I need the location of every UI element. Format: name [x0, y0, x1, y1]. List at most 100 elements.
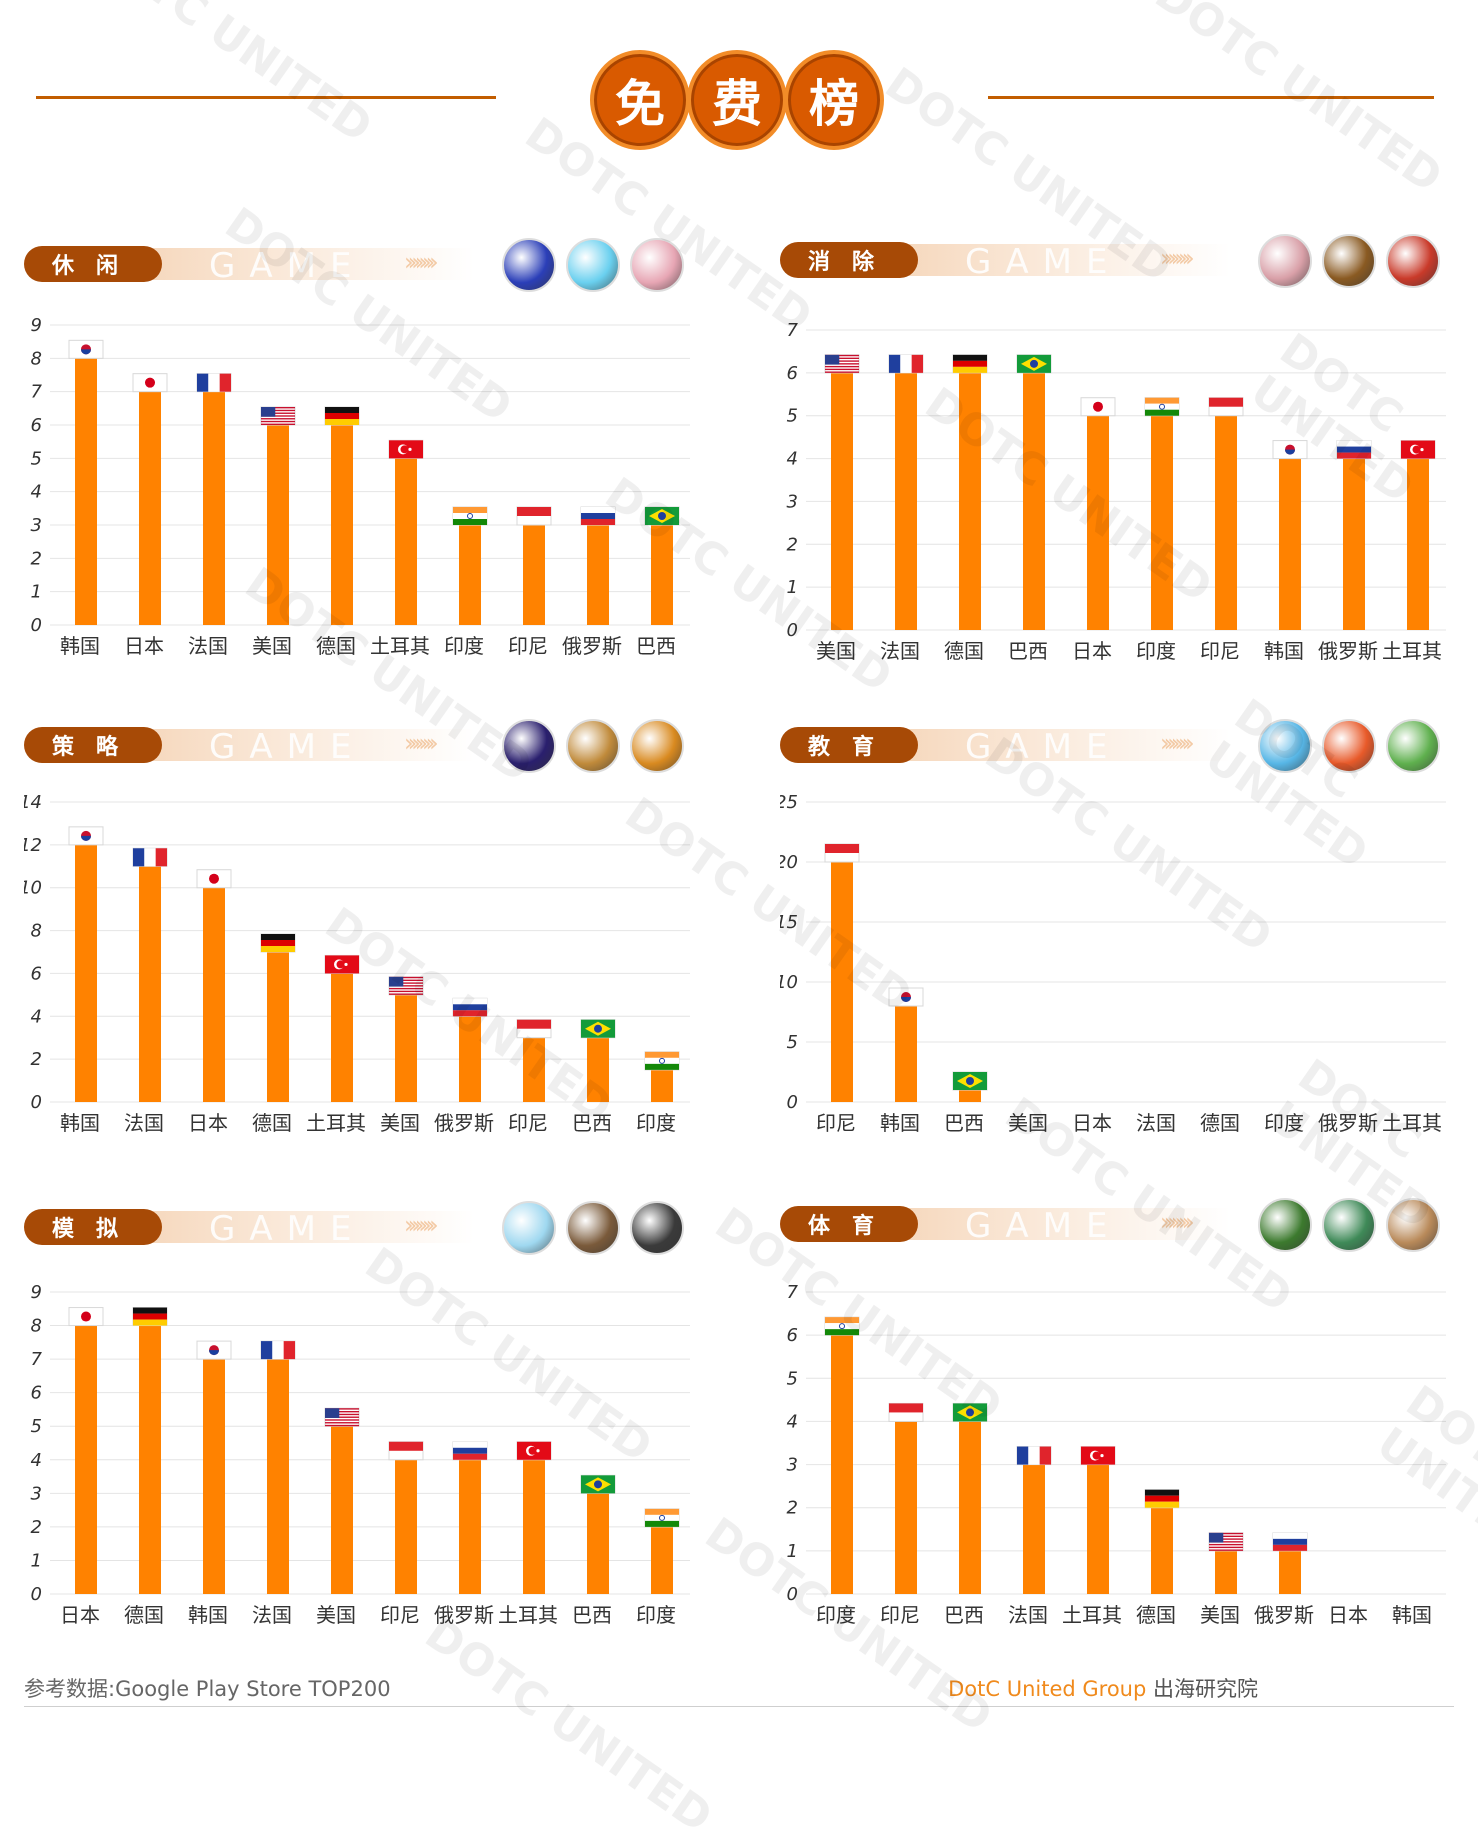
- bar-chart: 0 1 2 3 4 5 6 7 8 9 日本 德国 韩国 法国 美国 印尼 俄罗斯 土耳其 巴西 印度: [31, 1282, 690, 1627]
- bar-美国: [831, 372, 853, 630]
- flag-de-2: [952, 354, 988, 374]
- bar-美国: [267, 425, 289, 625]
- golf-app-icon[interactable]: [1322, 1198, 1376, 1252]
- flag-jp-4: [1080, 397, 1116, 417]
- x-tick-label: 俄罗斯: [434, 1603, 494, 1627]
- chart-panel-1: GAME ›››››››› 休闲 0 1 2 3 4 5 6 7 8 9 韩国 日本 法国 美国 德国 土耳其 印度印…: [24, 238, 700, 686]
- bar-chart: 0 1 2 3 4 5 6 7 8 9 韩国 日本 法国 美国 德国 土耳其 印度 印尼 俄罗斯 巴西: [31, 315, 690, 658]
- flag-kr-0: [68, 339, 104, 359]
- flag-in-5: [1144, 397, 1180, 417]
- y-tick-label: 15: [780, 912, 798, 933]
- bar-日本: [75, 1325, 97, 1594]
- flag-kr-7: [1272, 440, 1308, 460]
- flag-br-9: [644, 506, 680, 526]
- x-tick-label: 日本: [188, 1111, 228, 1135]
- flag-in-6: [452, 506, 488, 526]
- chevron-decoration: ››››››››: [404, 248, 439, 276]
- bar-土耳其: [1407, 458, 1429, 630]
- flag-tr-4: [324, 954, 360, 974]
- x-tick-label: 法国: [188, 634, 228, 658]
- x-tick-label: 印尼: [880, 1603, 920, 1627]
- bar-日本: [139, 391, 161, 625]
- flag-in-9: [644, 1508, 680, 1528]
- puzzle-robot-app-icon[interactable]: [502, 238, 556, 292]
- billiards-app-icon[interactable]: [1258, 1198, 1312, 1252]
- y-tick-label: 8: [31, 921, 42, 942]
- fire-girl-app-icon[interactable]: [1386, 234, 1440, 288]
- y-tick-label: 4: [31, 482, 42, 503]
- y-tick-label: 25: [780, 792, 798, 813]
- lips-app-icon[interactable]: [630, 238, 684, 292]
- flag-de-4: [324, 406, 360, 426]
- bar-巴西: [959, 1421, 981, 1594]
- chart-panel-2: GAME ›››››››› 消除 0 1 2 3 4 5 6 7 美国 法国 德国 巴西 日本 印度 印尼 韩国 俄罗…: [780, 234, 1456, 682]
- x-tick-label: 印尼: [380, 1603, 420, 1627]
- pirate-app-icon[interactable]: [630, 1201, 684, 1255]
- flag-tr-5: [388, 439, 424, 459]
- x-tick-label: 土耳其: [1062, 1603, 1122, 1627]
- bar-日本: [1087, 415, 1109, 630]
- bar-俄罗斯: [459, 1459, 481, 1594]
- x-tick-label: 巴西: [572, 1603, 612, 1627]
- y-tick-label: 7: [787, 320, 799, 341]
- bar-德国: [267, 952, 289, 1102]
- wood-block-app-icon[interactable]: [1322, 234, 1376, 288]
- y-tick-label: 1: [787, 1541, 798, 1562]
- flag-fr-1: [888, 354, 924, 374]
- flag-tr-7: [516, 1441, 552, 1461]
- warrior-app-icon[interactable]: [566, 719, 620, 773]
- x-tick-label: 印度: [444, 634, 484, 658]
- board-game-app-icon[interactable]: [1386, 1198, 1440, 1252]
- x-tick-label: 法国: [252, 1603, 292, 1627]
- x-tick-label: 印度: [1264, 1111, 1304, 1135]
- x-tick-label: 法国: [1008, 1603, 1048, 1627]
- panda-pool-app-icon[interactable]: [1258, 719, 1312, 773]
- hero-app-icon[interactable]: [630, 719, 684, 773]
- bar-韩国: [75, 358, 97, 625]
- bar-德国: [139, 1325, 161, 1594]
- x-tick-label: 印尼: [508, 1111, 548, 1135]
- bar-美国: [1215, 1550, 1237, 1594]
- y-tick-label: 7: [787, 1282, 799, 1303]
- watermark: DOTC UNITED: [75, 0, 382, 154]
- y-tick-label: 9: [31, 1282, 42, 1303]
- x-tick-label: 美国: [380, 1111, 420, 1135]
- y-tick-label: 0: [31, 615, 42, 636]
- y-tick-label: 3: [787, 491, 798, 512]
- y-tick-label: 0: [31, 1584, 42, 1605]
- tag-band: [900, 244, 1230, 276]
- category-tag: 教育: [780, 727, 918, 763]
- bar-印尼: [523, 525, 545, 625]
- flag-id-0: [824, 843, 860, 863]
- watermark: DOTC UNITED: [1145, 0, 1452, 204]
- game-word: GAME: [209, 727, 366, 767]
- x-tick-label: 日本: [1328, 1603, 1368, 1627]
- y-tick-label: 9: [31, 315, 42, 336]
- x-tick-label: 印尼: [1200, 639, 1240, 663]
- brand-suffix: 出海研究院: [1146, 1677, 1258, 1701]
- bar-俄罗斯: [1343, 458, 1365, 630]
- wolf-app-icon[interactable]: [502, 719, 556, 773]
- bar-土耳其: [1087, 1464, 1109, 1594]
- bar-印度: [1151, 415, 1173, 630]
- tiger-app-icon[interactable]: [1386, 719, 1440, 773]
- y-tick-label: 4: [787, 449, 798, 470]
- tag-band: [144, 248, 474, 280]
- y-tick-label: 5: [31, 448, 42, 469]
- x-tick-label: 日本: [1072, 1111, 1112, 1135]
- panda-app-icon[interactable]: [1322, 719, 1376, 773]
- x-tick-label: 印度: [816, 1603, 856, 1627]
- x-tick-label: 日本: [1072, 639, 1112, 663]
- girl-app-icon[interactable]: [1258, 234, 1312, 288]
- flag-br-2: [952, 1071, 988, 1091]
- dancer-app-icon[interactable]: [566, 238, 620, 292]
- flag-br-2: [952, 1402, 988, 1422]
- farm-app-icon[interactable]: [566, 1201, 620, 1255]
- cake-girl-app-icon[interactable]: [502, 1201, 556, 1255]
- x-tick-label: 巴西: [1008, 639, 1048, 663]
- category-tag: 策略: [24, 727, 162, 763]
- game-word: GAME: [965, 242, 1122, 282]
- y-tick-label: 10: [780, 972, 798, 993]
- flag-jp-2: [196, 869, 232, 889]
- y-tick-label: 2: [31, 1049, 42, 1070]
